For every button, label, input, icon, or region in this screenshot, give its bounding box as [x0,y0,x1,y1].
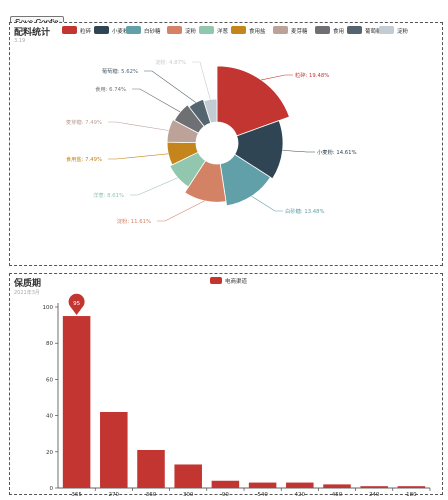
pie-chart-title: 配料统计 [14,28,51,38]
bar-chart: 电商渠道 0 20 40 60 80 100 365 270 360 300 90 540 420 450 2… [43,277,431,498]
legend-label: 白砂糖 [144,27,161,35]
pie-leader-line [192,61,211,100]
x-tick-label: 420 [295,492,306,498]
pie-leader-line [261,74,293,81]
pie-slice-label: 食用: 6.74% [95,85,126,93]
x-tick-label: 450 [332,492,343,498]
bar[interactable] [174,464,202,488]
x-tick-label: 270 [109,492,120,498]
legend-item[interactable]: 白砂糖 [126,26,161,35]
legend-label: 食用 [333,27,344,35]
x-tick-label: 240 [369,492,380,498]
legend-item[interactable]: 粒碎 [62,26,92,35]
pie-chart-subtitle: 3.19 [14,38,26,44]
pie-slice[interactable] [203,98,218,124]
bar-chart-subtitle: 2021年3月 [14,290,40,296]
legend-swatch [347,26,362,34]
legend-swatch [167,26,182,34]
legend-swatch [315,26,330,34]
pie-leader-line [251,195,283,212]
pie-leader-line [108,153,169,160]
y-tick-label: 0 [50,486,54,492]
ingredient-pie-panel: 配料统计 3.19 粒碎 小麦粉 白砂糖 淀粉 洋葱 食用盐 麦芽糖 食用 葡萄糖 淀粉粒碎: 1… [9,22,443,266]
legend-item[interactable]: 电商渠道 [210,277,248,285]
x-tick-label: 180 [406,492,417,498]
pie-slice[interactable] [234,120,284,180]
legend-label: 小麦粉 [112,27,129,35]
bar[interactable] [211,480,240,488]
x-tick-label: 360 [146,492,157,498]
x-tick-label: 90 [222,492,229,498]
x-tick-label: 540 [257,492,268,498]
bar[interactable] [286,482,314,488]
legend-item[interactable]: 食用 [315,26,344,35]
pie-leader-line [130,177,178,196]
legend-swatch [210,277,222,284]
legend-swatch [273,26,288,34]
pie-slice[interactable] [216,65,290,137]
y-tick-label: 20 [46,450,53,456]
pie-leader-line [144,70,196,103]
pie-slice-label: 葡萄糖: 5.62% [102,67,138,75]
legend-item[interactable]: 淀粉 [167,26,197,35]
legend-swatch [231,26,246,34]
pie-leader-line [282,150,315,153]
pie-leader-line [132,88,181,113]
legend-item[interactable]: 洋葱 [199,26,229,35]
legend-label: 粒碎 [80,27,92,35]
legend-swatch [94,26,109,34]
y-tick-label: 60 [46,377,53,383]
bar[interactable] [100,411,128,488]
pie-slice-label: 食用盐: 7.49% [66,155,102,163]
legend-item[interactable]: 葡萄糖 [347,26,382,35]
legend-swatch [62,26,77,34]
pie-slice-label: 白砂糖: 13.48% [285,207,325,215]
legend-label: 洋葱 [217,27,229,35]
pie-slice-label: 麦芽糖: 7.49% [66,118,102,126]
pie-slice-label: 淀粉: 4.87% [155,58,186,66]
pie-leader-line [108,121,169,131]
legend-label: 淀粉 [185,27,197,35]
shelf-life-bar-panel: 保质期 2021年3月 电商渠道 0 20 40 60 80 100 365 270 360 300… [9,273,443,498]
legend-label: 麦芽糖 [291,27,308,35]
legend-item[interactable]: 食用盐 [231,26,266,35]
bar[interactable] [360,486,388,488]
legend-label: 葡萄糖 [365,27,382,35]
pie-slice-label: 粒碎: 19.48% [295,71,329,79]
toolbar: Save Config [10,10,64,29]
max-marker-pin [68,293,85,316]
bar-chart-title: 保质期 [14,279,42,289]
legend-item[interactable]: 麦芽糖 [273,26,308,35]
y-tick-label: 100 [43,305,54,311]
legend-label: 食用盐 [249,27,266,35]
bar[interactable] [397,486,426,488]
legend-swatch [126,26,141,34]
x-tick-label: 300 [183,492,194,498]
y-tick-label: 40 [46,414,53,420]
y-tick-label: 80 [46,341,53,347]
legend-label: 淀粉 [397,27,409,35]
bar[interactable] [137,449,165,488]
bar[interactable] [323,484,351,488]
legend-item[interactable]: 小麦粉 [94,26,129,35]
legend-swatch [379,26,394,34]
bar[interactable] [248,482,277,488]
pie-slice[interactable] [184,160,227,203]
legend-label: 电商渠道 [225,277,248,285]
pie-slice[interactable] [219,153,271,207]
pie-slice-label: 洋葱: 8.61% [93,191,124,199]
legend-swatch [199,26,214,34]
bar[interactable] [62,316,91,488]
pie-leader-line [157,200,205,222]
pie-slice-label: 小麦粉: 14.61% [317,148,357,156]
max-marker-label: 95 [73,301,80,307]
legend-item[interactable]: 淀粉 [379,26,409,35]
x-tick-label: 365 [71,492,82,498]
pie-slice-label: 淀粉: 11.61% [117,217,151,225]
